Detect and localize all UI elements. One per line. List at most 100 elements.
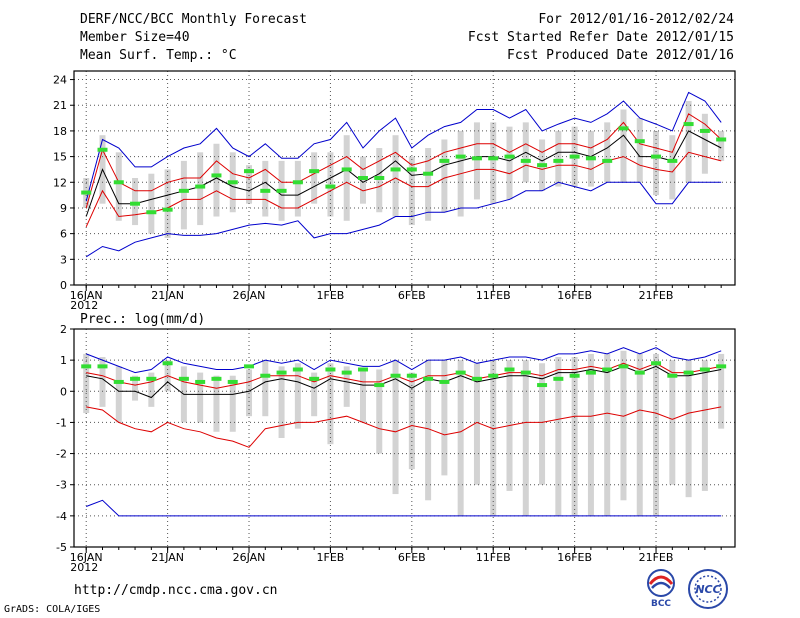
temp-spread-box	[392, 135, 399, 217]
precip-spread-box	[83, 353, 90, 414]
temp-xtick-label: 26JAN	[233, 289, 266, 302]
temp-xtick-year-label: 2012	[70, 299, 98, 312]
precip-max-line	[86, 499, 722, 517]
precip-spread-box	[359, 369, 366, 423]
temp-spread-box	[262, 160, 269, 217]
temp-spread-box	[555, 130, 562, 187]
precip-p_low-line	[86, 406, 722, 448]
precip-spread-box	[685, 360, 692, 498]
precip-spread-box	[311, 372, 318, 417]
precip-spread-box	[115, 366, 122, 423]
precip-spread-box	[522, 360, 529, 516]
temp-ytick-label: 24	[53, 74, 67, 87]
temp-ytick-label: 18	[53, 125, 67, 138]
bcc-logo-icon: BCC	[647, 569, 675, 608]
temp-ytick-label: 3	[60, 253, 67, 266]
forecast-started-date: Fcst Started Refer Date 2012/01/15	[467, 30, 734, 45]
precip-spread-box	[457, 360, 464, 516]
temp-xtick-label: 16JAN	[70, 289, 103, 302]
precip-spread-box	[132, 375, 139, 401]
temp-mean-line	[85, 130, 722, 217]
member-size: Member Size=40	[80, 30, 190, 45]
temp-spread-box	[669, 135, 676, 200]
temp-spread-box	[685, 100, 692, 183]
temp-spread-box	[213, 143, 220, 217]
temp-spread-box	[327, 152, 334, 217]
temp-spread-box	[718, 130, 725, 161]
temp-spread-box	[343, 135, 350, 221]
temp-spread-box	[636, 118, 643, 183]
precip-spread-box	[262, 360, 269, 417]
temp-spread-box	[376, 148, 383, 213]
precip-spread-box	[376, 369, 383, 454]
temp-max-line	[85, 181, 722, 258]
precip-spread-box	[587, 353, 594, 516]
precip-spread-box	[294, 363, 301, 429]
footer-url[interactable]: http://cmdp.ncc.cma.gov.cn	[74, 583, 278, 598]
precip-spread-box	[653, 353, 660, 516]
temp-spread-box	[246, 165, 253, 204]
precip-spread-box	[213, 375, 220, 432]
precip-spread-box	[327, 363, 334, 445]
precip-xtick-label: 21FEB	[639, 551, 674, 564]
temp-spread-box	[506, 126, 513, 200]
precip-spread-box	[539, 363, 546, 485]
precip-spread-box	[99, 357, 106, 407]
temp-ytick-label: 6	[60, 228, 67, 241]
precip-spread-box	[197, 372, 204, 423]
precip-spread-box	[636, 353, 643, 516]
temp-xtick-label: 1FEB	[317, 289, 345, 302]
precip-mean-line	[86, 365, 722, 399]
precip-spread-box	[229, 375, 236, 432]
temp-spread-box	[408, 156, 415, 226]
temp-spread-box	[197, 152, 204, 226]
precip-xtick-label: 6FEB	[398, 551, 426, 564]
temp-variable-label: Mean Surf. Temp.: °C	[80, 48, 237, 63]
precip-spread-box	[473, 363, 480, 485]
precip-frame	[73, 328, 736, 548]
grads-credit: GrADS: COLA/IGES	[4, 604, 101, 615]
temp-xtick-label: 21JAN	[151, 289, 184, 302]
temp-spread-box	[294, 160, 301, 217]
precip-spread-box	[278, 366, 285, 438]
ncc-logo-icon: NCC	[688, 569, 728, 609]
temp-spread-box	[132, 178, 139, 226]
temp-ytick-label: 15	[53, 151, 67, 164]
temp-min-line	[85, 91, 722, 202]
forecast-produced-date: Fcst Produced Date 2012/01/16	[507, 48, 734, 63]
temp-spread-box	[311, 152, 318, 204]
precip-spread-box	[571, 357, 578, 516]
precip-ytick-label: -2	[56, 448, 67, 461]
temp-spread-box	[425, 148, 432, 221]
ncc-logo-text: NCC	[695, 583, 720, 596]
precip-variable-label: Prec.: log(mm/d)	[80, 312, 206, 327]
temp-ytick-label: 12	[53, 176, 67, 189]
precip-spread-box	[148, 372, 155, 407]
precip-xtick-label: 16FEB	[557, 551, 592, 564]
precip-spread-box	[555, 357, 562, 516]
precip-ytick-label: 0	[60, 385, 67, 398]
precip-min-line	[86, 347, 722, 374]
precip-ytick-label: -4	[56, 510, 67, 523]
precip-spread-box	[343, 366, 350, 407]
temp-xtick-label: 16FEB	[557, 289, 592, 302]
precip-spread-box	[425, 360, 432, 501]
precip-spread-box	[718, 353, 725, 429]
temp-spread-box	[620, 109, 627, 183]
precip-ytick-label: -3	[56, 479, 67, 492]
temp-frame	[73, 70, 736, 286]
precip-ytick-label: 1	[60, 354, 67, 367]
precip-xtick-year-label: 2012	[70, 561, 98, 574]
precip-xtick-label: 21JAN	[151, 551, 184, 564]
temp-xtick-label: 6FEB	[398, 289, 426, 302]
temp-ytick-label: 0	[60, 279, 67, 292]
precip-ytick-label: -5	[56, 541, 67, 554]
temp-ytick-label: 21	[53, 99, 67, 112]
forecast-period: For 2012/01/16-2012/02/24	[538, 12, 734, 27]
precip-spread-box	[408, 372, 415, 470]
precip-xtick-label: 16JAN	[70, 551, 103, 564]
temp-spread-box	[441, 139, 448, 213]
temp-xtick-label: 21FEB	[639, 289, 674, 302]
temp-xtick-label: 11FEB	[476, 289, 511, 302]
